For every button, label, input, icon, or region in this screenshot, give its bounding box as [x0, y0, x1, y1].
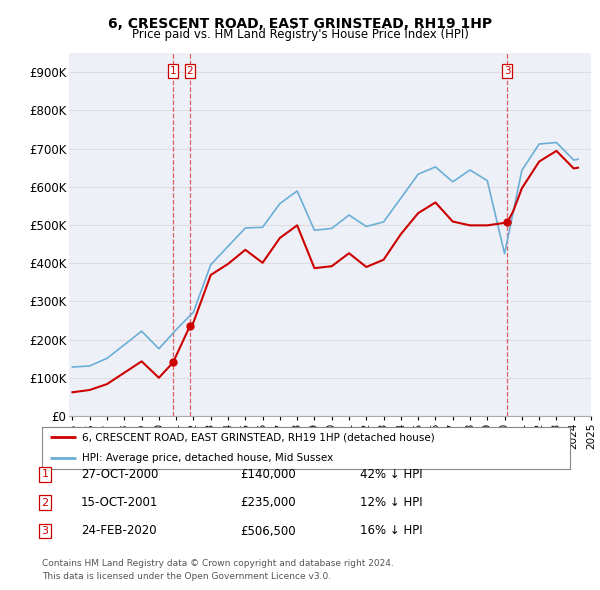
Text: 24-FEB-2020: 24-FEB-2020 — [81, 525, 157, 537]
Text: 6, CRESCENT ROAD, EAST GRINSTEAD, RH19 1HP (detached house): 6, CRESCENT ROAD, EAST GRINSTEAD, RH19 1… — [82, 432, 434, 442]
Text: 2: 2 — [41, 498, 49, 507]
Text: Price paid vs. HM Land Registry's House Price Index (HPI): Price paid vs. HM Land Registry's House … — [131, 28, 469, 41]
Text: This data is licensed under the Open Government Licence v3.0.: This data is licensed under the Open Gov… — [42, 572, 331, 581]
Text: 1: 1 — [41, 470, 49, 479]
Text: 2: 2 — [187, 66, 193, 76]
Text: £235,000: £235,000 — [240, 496, 296, 509]
Text: 16% ↓ HPI: 16% ↓ HPI — [360, 525, 422, 537]
Text: 1: 1 — [170, 66, 176, 76]
Text: 3: 3 — [504, 66, 511, 76]
Text: £506,500: £506,500 — [240, 525, 296, 537]
Text: 12% ↓ HPI: 12% ↓ HPI — [360, 496, 422, 509]
Text: HPI: Average price, detached house, Mid Sussex: HPI: Average price, detached house, Mid … — [82, 454, 333, 463]
Text: 15-OCT-2001: 15-OCT-2001 — [81, 496, 158, 509]
Text: 6, CRESCENT ROAD, EAST GRINSTEAD, RH19 1HP: 6, CRESCENT ROAD, EAST GRINSTEAD, RH19 1… — [108, 17, 492, 31]
Text: 27-OCT-2000: 27-OCT-2000 — [81, 468, 158, 481]
Text: Contains HM Land Registry data © Crown copyright and database right 2024.: Contains HM Land Registry data © Crown c… — [42, 559, 394, 568]
Text: 3: 3 — [41, 526, 49, 536]
Text: 42% ↓ HPI: 42% ↓ HPI — [360, 468, 422, 481]
Text: £140,000: £140,000 — [240, 468, 296, 481]
